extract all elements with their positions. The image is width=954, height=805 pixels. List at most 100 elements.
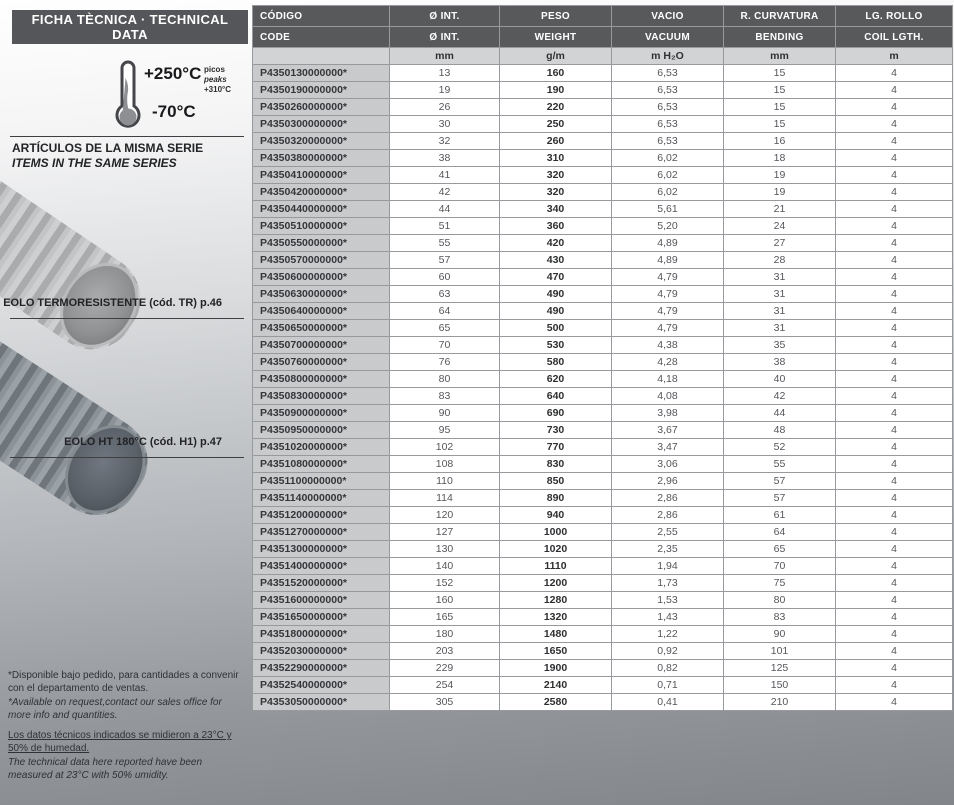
cell-diameter: 13 — [389, 64, 500, 82]
cell-vacuum: 3,67 — [611, 421, 724, 439]
cell-vacuum: 2,86 — [611, 506, 724, 524]
cell-vacuum: 6,02 — [611, 183, 724, 201]
spec-table-container: CÓDIGO Ø INT. PESO VACIO R. CURVATURA LG… — [252, 5, 953, 711]
col-header-curvatura: R. CURVATURA — [723, 5, 836, 27]
header-row-en: CODE Ø INT. WEIGHT VACUUM BENDING COIL L… — [252, 26, 953, 48]
cell-bending: 44 — [723, 404, 836, 422]
cell-vacuum: 6,02 — [611, 149, 724, 167]
cell-bending: 83 — [723, 608, 836, 626]
cell-code: P4351300000000* — [252, 540, 390, 558]
cell-bending: 15 — [723, 115, 836, 133]
cell-diameter: 127 — [389, 523, 500, 541]
cell-coil: 4 — [835, 455, 953, 473]
cell-weight: 320 — [499, 166, 612, 184]
cell-code: P4351140000000* — [252, 489, 390, 507]
cell-diameter: 152 — [389, 574, 500, 592]
cell-bending: 150 — [723, 676, 836, 694]
divider — [10, 136, 244, 137]
cell-diameter: 19 — [389, 81, 500, 99]
cell-weight: 320 — [499, 183, 612, 201]
col-header-coil: COIL LGTH. — [835, 26, 953, 48]
cell-vacuum: 0,82 — [611, 659, 724, 677]
cell-code: P4351600000000* — [252, 591, 390, 609]
table-row: P4351200000000* 120 940 2,86 61 4 — [252, 506, 953, 524]
cell-vacuum: 6,53 — [611, 115, 724, 133]
table-row: P4350410000000* 41 320 6,02 19 4 — [252, 166, 953, 184]
cell-bending: 19 — [723, 183, 836, 201]
cell-diameter: 180 — [389, 625, 500, 643]
cell-diameter: 64 — [389, 302, 500, 320]
cell-coil: 4 — [835, 285, 953, 303]
cell-weight: 1650 — [499, 642, 612, 660]
cell-weight: 2140 — [499, 676, 612, 694]
cell-coil: 4 — [835, 574, 953, 592]
table-row: P4351650000000* 165 1320 1,43 83 4 — [252, 608, 953, 626]
cell-bending: 31 — [723, 268, 836, 286]
cell-weight: 620 — [499, 370, 612, 388]
cell-diameter: 32 — [389, 132, 500, 150]
cell-diameter: 70 — [389, 336, 500, 354]
cell-code: P4352290000000* — [252, 659, 390, 677]
peaks-label-en: peaks — [204, 75, 227, 84]
table-row: P4352030000000* 203 1650 0,92 101 4 — [252, 642, 953, 660]
cell-weight: 430 — [499, 251, 612, 269]
cell-vacuum: 4,79 — [611, 302, 724, 320]
cell-vacuum: 6,53 — [611, 98, 724, 116]
cell-vacuum: 4,28 — [611, 353, 724, 371]
cell-vacuum: 4,79 — [611, 319, 724, 337]
cell-coil: 4 — [835, 404, 953, 422]
cell-coil: 4 — [835, 642, 953, 660]
table-row: P4351100000000* 110 850 2,96 57 4 — [252, 472, 953, 490]
cell-weight: 1020 — [499, 540, 612, 558]
cell-coil: 4 — [835, 132, 953, 150]
cell-code: P4350900000000* — [252, 404, 390, 422]
cell-vacuum: 6,53 — [611, 64, 724, 82]
hose2-caption: EOLO HT 180°C (cód. H1) p.47 — [64, 436, 222, 448]
footnote-availability-en: *Available on request,contact our sales … — [8, 697, 222, 721]
hose-image-termoresistente — [0, 158, 158, 367]
cell-bending: 27 — [723, 234, 836, 252]
cell-code: P4350760000000* — [252, 353, 390, 371]
cell-coil: 4 — [835, 421, 953, 439]
cell-bending: 75 — [723, 574, 836, 592]
cell-code: P4351100000000* — [252, 472, 390, 490]
cell-coil: 4 — [835, 438, 953, 456]
cell-code: P4351200000000* — [252, 506, 390, 524]
col-header-codigo: CÓDIGO — [252, 5, 390, 27]
cell-bending: 65 — [723, 540, 836, 558]
cell-diameter: 42 — [389, 183, 500, 201]
cell-vacuum: 0,92 — [611, 642, 724, 660]
unit-blank — [252, 47, 390, 65]
cell-bending: 55 — [723, 455, 836, 473]
cell-vacuum: 4,89 — [611, 234, 724, 252]
cell-weight: 1000 — [499, 523, 612, 541]
cell-coil: 4 — [835, 268, 953, 286]
cell-coil: 4 — [835, 540, 953, 558]
table-row: P4350800000000* 80 620 4,18 40 4 — [252, 370, 953, 388]
cell-bending: 125 — [723, 659, 836, 677]
cell-weight: 1200 — [499, 574, 612, 592]
cell-bending: 70 — [723, 557, 836, 575]
cell-diameter: 63 — [389, 285, 500, 303]
cell-weight: 160 — [499, 64, 612, 82]
cell-diameter: 120 — [389, 506, 500, 524]
unit-mm-2: mm — [723, 47, 836, 65]
cell-weight: 470 — [499, 268, 612, 286]
cell-vacuum: 2,96 — [611, 472, 724, 490]
table-row: P4350600000000* 60 470 4,79 31 4 — [252, 268, 953, 286]
cell-weight: 260 — [499, 132, 612, 150]
cell-coil: 4 — [835, 676, 953, 694]
table-row: P4350900000000* 90 690 3,98 44 4 — [252, 404, 953, 422]
cell-coil: 4 — [835, 149, 953, 167]
cell-diameter: 83 — [389, 387, 500, 405]
cell-code: P4352540000000* — [252, 676, 390, 694]
col-header-diam-es: Ø INT. — [389, 5, 500, 27]
cell-vacuum: 6,53 — [611, 81, 724, 99]
cell-weight: 250 — [499, 115, 612, 133]
cell-coil: 4 — [835, 489, 953, 507]
cell-diameter: 65 — [389, 319, 500, 337]
cell-code: P4351800000000* — [252, 625, 390, 643]
cell-coil: 4 — [835, 523, 953, 541]
table-body: P4350130000000* 13 160 6,53 15 4 P435019000000… — [252, 64, 953, 711]
cell-vacuum: 3,06 — [611, 455, 724, 473]
